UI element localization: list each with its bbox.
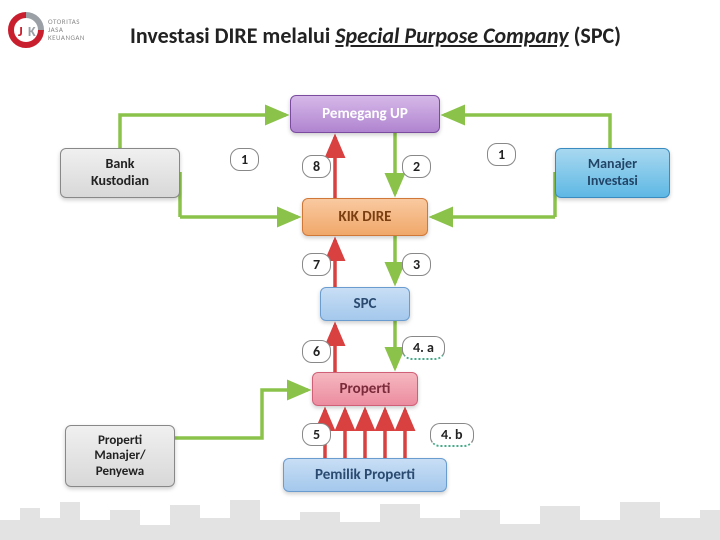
box-bank: BankKustodian <box>60 148 180 198</box>
box-kik: KIK DIRE <box>302 198 428 236</box>
step-n5: 5 <box>302 423 331 446</box>
logo: J K OTORITAS JASA KEUANGAN <box>8 12 85 48</box>
box-pemegang: Pemegang UP <box>290 95 440 133</box>
box-pemilik: Pemilik Properti <box>283 458 447 492</box>
title-pre: Investasi DIRE melalui <box>130 22 335 49</box>
title-emphasis: Special Purpose Company <box>335 22 568 49</box>
svg-text:J: J <box>18 23 23 40</box>
step-n2: 2 <box>402 155 431 178</box>
title-post: (SPC) <box>569 22 621 49</box>
box-manajer: ManajerInvestasi <box>555 148 670 198</box>
step-n1b: 1 <box>487 143 516 166</box>
box-penyewa: PropertiManajer/Penyewa <box>65 425 175 487</box>
step-n8: 8 <box>302 155 331 178</box>
step-n4a: 4. a <box>402 336 445 360</box>
step-n7: 7 <box>302 253 331 276</box>
skyline-decoration <box>0 490 720 540</box>
logo-mark: J K <box>8 12 44 48</box>
box-properti: Properti <box>312 372 418 406</box>
svg-text:K: K <box>28 23 36 40</box>
step-n4b: 4. b <box>430 423 474 447</box>
logo-line3: KEUANGAN <box>48 34 85 42</box>
box-spc: SPC <box>320 287 410 321</box>
logo-text: OTORITAS JASA KEUANGAN <box>48 18 85 41</box>
step-n3: 3 <box>402 253 431 276</box>
step-n1a: 1 <box>230 148 259 171</box>
step-n6: 6 <box>302 340 331 363</box>
page-title: Investasi DIRE melalui Special Purpose C… <box>130 22 621 49</box>
